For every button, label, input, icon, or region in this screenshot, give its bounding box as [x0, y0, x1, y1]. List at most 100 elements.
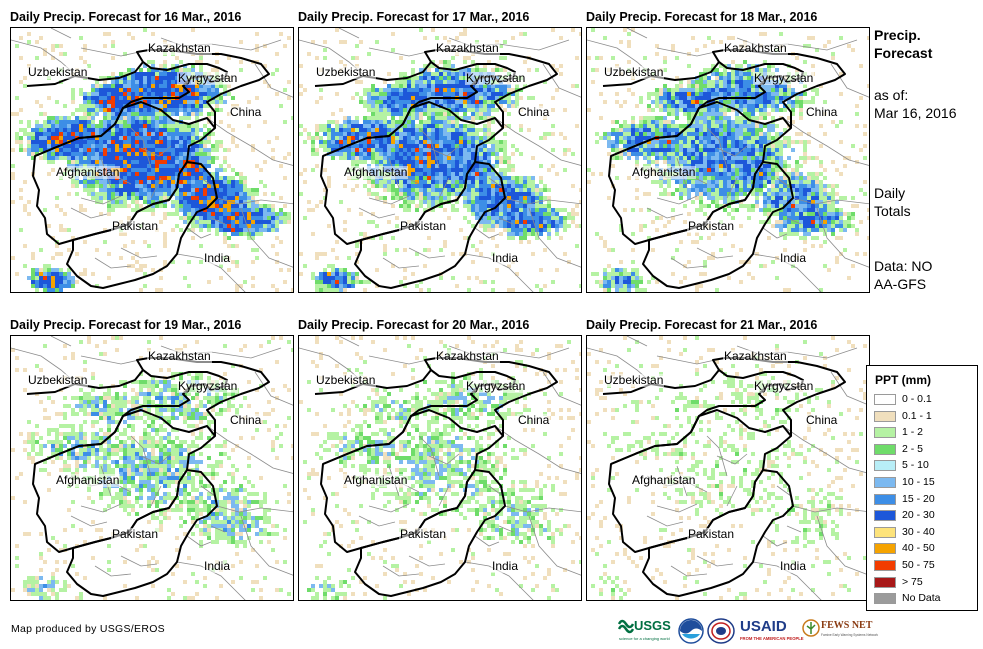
legend-label: 0 - 0.1	[902, 393, 932, 405]
country-label-pakistan: Pakistan	[111, 527, 160, 541]
country-label-china: China	[517, 105, 551, 119]
country-label-kazakhstan: Kazakhstan	[147, 41, 212, 55]
country-label-uzbekistan: Uzbekistan	[315, 65, 377, 79]
legend-swatch	[874, 593, 896, 605]
country-label-pakistan: Pakistan	[399, 219, 448, 233]
legend-swatch	[874, 560, 896, 571]
country-label-kyrgyzstan: Kyrgyzstan	[465, 379, 527, 393]
country-label-kyrgyzstan: Kyrgyzstan	[753, 379, 815, 393]
usgs-tagline: science for a changing world	[619, 636, 670, 641]
legend-swatch	[874, 510, 896, 522]
panel-title: Daily Precip. Forecast for 16 Mar., 2016	[10, 10, 242, 24]
country-label-kazakhstan: Kazakhstan	[435, 41, 500, 55]
map-frame: Kazakhstan Uzbekistan Kyrgyzstan China Afgha…	[586, 27, 870, 293]
country-label-uzbekistan: Uzbekistan	[27, 65, 89, 79]
legend-label: No Data	[902, 592, 941, 605]
legend-swatch	[874, 443, 896, 455]
map-frame: Kazakhstan Uzbekistan Kyrgyzstan China Afgha…	[586, 335, 870, 601]
legend-item: 1 - 2	[874, 426, 974, 439]
country-label-kyrgyzstan: Kyrgyzstan	[465, 71, 527, 85]
country-label-afghanistan: Afghanistan	[343, 165, 409, 179]
country-label-china: China	[229, 413, 263, 427]
precip-cells	[299, 28, 581, 292]
legend-swatch	[874, 394, 896, 405]
panel-title: Daily Precip. Forecast for 17 Mar., 2016	[298, 10, 530, 24]
precip-cells	[11, 336, 293, 600]
precip-map	[11, 28, 293, 292]
legend-label: 50 - 75	[902, 559, 935, 571]
country-label-pakistan: Pakistan	[111, 219, 160, 233]
legend-label: 10 - 15	[902, 476, 935, 488]
panel-title: Daily Precip. Forecast for 21 Mar., 2016	[586, 318, 818, 332]
legend-label: 2 - 5	[902, 442, 924, 455]
fewsnet-logo: FEWS NET Famine Early Warning Systems Ne…	[802, 616, 878, 646]
panel-title: Daily Precip. Forecast for 18 Mar., 2016	[586, 10, 818, 24]
country-label-kazakhstan: Kazakhstan	[723, 41, 788, 55]
panel-title: Daily Precip. Forecast for 19 Mar., 2016	[10, 318, 242, 332]
legend-item: > 75	[874, 576, 974, 589]
country-label-india: India	[491, 559, 520, 573]
forecast-panel-1: Daily Precip. Forecast for 16 Mar., 2016…	[10, 8, 294, 298]
agency-logos: USGS science for a changing world USAID …	[618, 616, 878, 646]
country-label-pakistan: Pakistan	[687, 219, 736, 233]
legend-label: 40 - 50	[902, 542, 935, 555]
country-label-india: India	[203, 559, 232, 573]
country-label-kyrgyzstan: Kyrgyzstan	[177, 379, 239, 393]
country-label-uzbekistan: Uzbekistan	[27, 373, 89, 387]
legend-swatch	[874, 526, 896, 538]
legend-label: 0.1 - 1	[902, 409, 932, 422]
country-label-kyrgyzstan: Kyrgyzstan	[177, 71, 239, 85]
legend-item: 20 - 30	[874, 509, 974, 522]
forecast-panel-2: Daily Precip. Forecast for 17 Mar., 2016…	[298, 8, 582, 298]
country-label-kazakhstan: Kazakhstan	[723, 349, 788, 363]
precip-cells	[11, 28, 293, 292]
data-source-label: Data: NOAA-GFS	[874, 258, 933, 292]
legend-title: PPT (mm)	[875, 373, 932, 387]
country-label-india: India	[779, 559, 808, 573]
as-of-label: as of:	[874, 87, 909, 103]
country-label-india: India	[779, 251, 808, 265]
legend-label: 30 - 40	[902, 525, 935, 538]
legend-item: 15 - 20	[874, 492, 974, 506]
country-label-afghanistan: Afghanistan	[55, 165, 121, 179]
country-label-kazakhstan: Kazakhstan	[435, 349, 500, 363]
doi-seal	[706, 616, 736, 646]
precip-map	[299, 28, 581, 292]
usaid-logo: USAID FROM THE AMERICAN PEOPLE	[738, 616, 804, 646]
legend-item: 50 - 75	[874, 559, 974, 572]
fewsnet-wordmark: FEWS NET	[821, 620, 873, 631]
legend-label: 20 - 30	[902, 509, 935, 522]
country-boundaries	[26, 357, 270, 597]
map-frame: Kazakhstan Uzbekistan Kyrgyzstan China Afgha…	[10, 335, 294, 601]
legend-swatch	[874, 427, 896, 439]
legend-item: 5 - 10	[874, 459, 974, 472]
legend-item: 10 - 15	[874, 476, 974, 489]
legend-item: 2 - 5	[874, 442, 974, 456]
legend-swatch	[874, 410, 896, 422]
as-of-date: Mar 16, 2016	[874, 105, 957, 121]
country-label-china: China	[805, 413, 839, 427]
country-label-china: China	[517, 413, 551, 427]
usaid-tagline: FROM THE AMERICAN PEOPLE	[740, 636, 804, 641]
country-label-uzbekistan: Uzbekistan	[603, 65, 665, 79]
usaid-wordmark: USAID	[740, 618, 787, 635]
legend-label: 15 - 20	[902, 492, 935, 505]
legend-item: 40 - 50	[874, 542, 974, 555]
country-label-india: India	[203, 251, 232, 265]
daily-totals-label: Daily Totals	[874, 185, 911, 219]
legend-item: 0.1 - 1	[874, 409, 974, 423]
country-label-kazakhstan: Kazakhstan	[147, 349, 212, 363]
country-label-pakistan: Pakistan	[399, 527, 448, 541]
country-boundaries	[26, 49, 270, 289]
legend-swatch	[874, 477, 896, 488]
legend-swatch	[874, 543, 896, 555]
map-credit: Map produced by USGS/EROS	[11, 623, 165, 635]
country-label-pakistan: Pakistan	[687, 527, 736, 541]
legend-swatch	[874, 493, 896, 505]
country-label-uzbekistan: Uzbekistan	[603, 373, 665, 387]
panel-title: Daily Precip. Forecast for 20 Mar., 2016	[298, 318, 530, 332]
usgs-logo: USGS science for a changing world	[618, 616, 676, 646]
precip-map	[587, 336, 869, 600]
fewsnet-tagline: Famine Early Warning Systems Network	[821, 633, 879, 637]
country-label-afghanistan: Afghanistan	[631, 473, 697, 487]
